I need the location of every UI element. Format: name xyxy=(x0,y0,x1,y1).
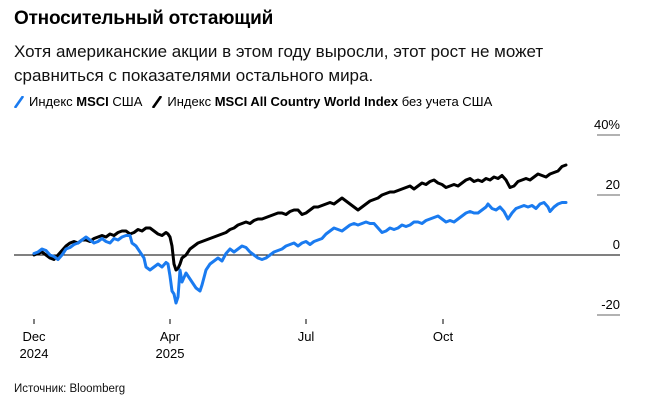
legend-label-bold: MSCI xyxy=(76,94,109,109)
legend-item-msci-acwi-ex-us: Индекс MSCI All Country World Index без … xyxy=(152,94,492,109)
y-tick-label: 40% xyxy=(594,117,620,132)
legend-label-bold: MSCI All Country World Index xyxy=(214,94,399,109)
y-tick-label: 0 xyxy=(613,237,620,252)
x-tick-label: Dec xyxy=(22,329,46,344)
legend-label-prefix: Индекс xyxy=(29,94,77,109)
series-line-msci-acwi-ex-us xyxy=(32,163,568,272)
chart-title: Относительный отстающий xyxy=(14,8,274,29)
legend-line-icon-black xyxy=(152,95,163,108)
x-tick-label: Jul xyxy=(298,329,315,344)
legend-label-suffix: без учета США xyxy=(398,94,493,109)
x-tick-label: Apr xyxy=(160,329,181,344)
x-tick-year: 2024 xyxy=(20,346,49,361)
legend-item-msci-usa: Индекс MSCI США xyxy=(14,94,142,109)
y-tick-label: -20 xyxy=(601,297,620,312)
chart-subtitle: Хотя американские акции в этом году выро… xyxy=(14,42,544,85)
y-axis: 40% 20 0 -20 xyxy=(594,117,620,316)
series-lines xyxy=(32,163,568,305)
series-line-msci-usa xyxy=(32,201,568,305)
y-tick-label: 20 xyxy=(606,177,620,192)
x-tick-label: Oct xyxy=(433,329,454,344)
legend-line-icon-blue xyxy=(14,95,24,108)
source-note: Источник: Bloomberg xyxy=(14,383,126,395)
x-tick-year: 2025 xyxy=(156,346,185,361)
legend-label-prefix: Индекс xyxy=(167,94,215,109)
x-axis: Dec 2024 Apr 2025 Jul Oct xyxy=(20,319,454,361)
legend-label-suffix: США xyxy=(108,94,143,109)
legend: Индекс MSCI США Индекс MSCI All Country … xyxy=(14,94,492,109)
